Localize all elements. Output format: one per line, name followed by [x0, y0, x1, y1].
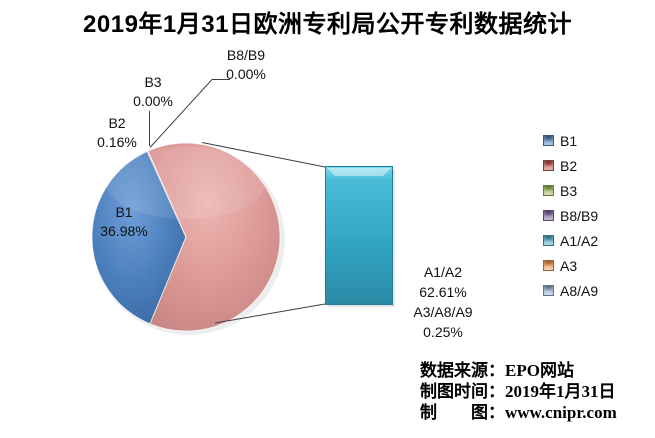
leader-line-b8b9	[149, 79, 230, 148]
pie-label-b1: B1 36.98%	[79, 203, 169, 241]
legend-item-a8a9: A8/A9	[543, 278, 598, 303]
legend-label-a1a2: A1/A2	[560, 232, 599, 249]
bar-label-a3a8a9-name: A3/A8/A9	[413, 304, 473, 320]
pie-label-b3-pct: 0.00%	[133, 93, 173, 109]
bar-label-a1a2-name: A1/A2	[423, 264, 463, 280]
source-info: 数据来源：EPO网站 制图时间：2019年1月31日 制 图：www.cnipr…	[420, 360, 617, 423]
legend-item-b8b9: B8/B9	[543, 203, 598, 228]
legend-item-a3: A3	[543, 253, 598, 278]
legend-swatch-b8b9	[543, 210, 554, 221]
pie-label-b3: B3 0.00%	[108, 73, 198, 111]
legend-label-a8a9: A8/A9	[560, 282, 599, 299]
chart-legend: B1 B2 B3 B8/B9 A1/A2 A3 A8/A9	[543, 128, 598, 303]
legend-swatch-b2	[543, 160, 554, 171]
maker-line: 制 图：www.cnipr.com	[420, 403, 617, 422]
legend-item-b2: B2	[543, 153, 598, 178]
legend-label-b2: B2	[560, 157, 578, 174]
pie-sheen	[106, 147, 266, 219]
bar-label-a3a8a9-pct: 0.25%	[423, 324, 463, 340]
legend-label-b8b9: B8/B9	[560, 207, 599, 224]
pie-label-b2-pct: 0.16%	[97, 134, 137, 150]
connector-bottom-line	[214, 303, 326, 324]
legend-swatch-a1a2	[543, 235, 554, 246]
legend-label-a3: A3	[560, 257, 578, 274]
pie-label-b1-pct: 36.98%	[100, 223, 148, 239]
legend-item-b1: B1	[543, 128, 598, 153]
pie-label-b1-name: B1	[115, 204, 133, 220]
pie-label-b3-name: B3	[144, 74, 162, 90]
connector-top-line	[201, 142, 326, 168]
pie-label-b8b9-pct: 0.00%	[226, 66, 266, 82]
legend-label-b3: B3	[560, 182, 578, 199]
bar-top-bevel	[327, 168, 391, 176]
chart-date-line: 制图时间：2019年1月31日	[420, 382, 616, 401]
series-bar-a1a2	[325, 166, 393, 305]
pie-slice-othera1a2a3a8a9shownasbar	[147, 142, 281, 332]
legend-item-b3: B3	[543, 178, 598, 203]
pie-label-b8b9-name: B8/B9	[226, 47, 266, 63]
bar-label-a1a2-pct: 62.61%	[419, 284, 467, 300]
legend-swatch-b3	[543, 185, 554, 196]
pie-label-b2: B2 0.16%	[72, 114, 162, 152]
legend-label-b1: B1	[560, 132, 578, 149]
pie-label-b8b9: B8/B9 0.00%	[201, 46, 291, 84]
chart-title: 2019年1月31日欧洲专利局公开专利数据统计	[83, 11, 572, 38]
pie-slice-b1	[91, 150, 187, 325]
pie-label-b2-name: B2	[108, 115, 126, 131]
legend-swatch-b1	[543, 135, 554, 146]
legend-swatch-a8a9	[543, 285, 554, 296]
data-source-line: 数据来源：EPO网站	[420, 361, 574, 380]
legend-item-a1a2: A1/A2	[543, 228, 598, 253]
bar-label-agroup: A1/A2 62.61% A3/A8/A9 0.25%	[393, 262, 493, 342]
pie	[91, 142, 281, 332]
legend-swatch-a3	[543, 260, 554, 271]
